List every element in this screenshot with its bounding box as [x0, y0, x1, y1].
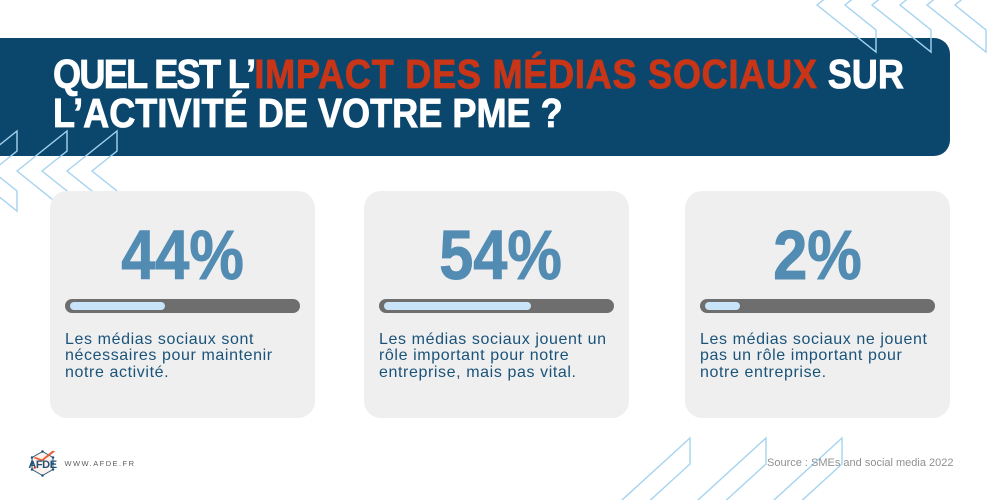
svg-text:AFDE: AFDE: [28, 459, 56, 471]
